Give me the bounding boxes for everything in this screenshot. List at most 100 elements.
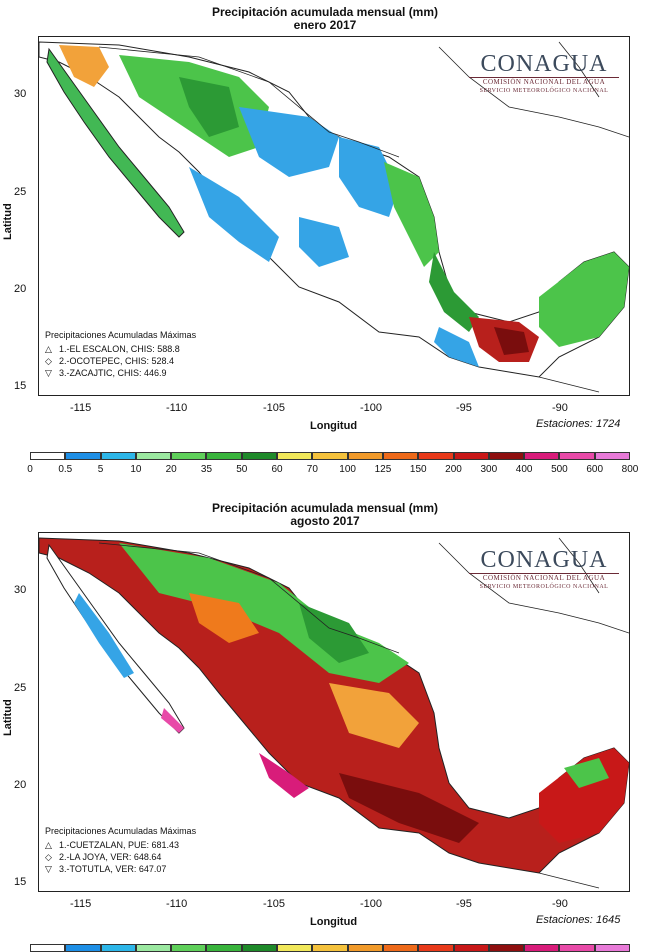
triangle-up-icon: △ <box>45 344 52 354</box>
rain-area-pacific-magenta <box>259 753 309 798</box>
legend-tick-label: 0 <box>27 464 33 475</box>
x-axis-title: Longitud <box>310 420 358 432</box>
map-frame: CONAGUA COMISIÓN NACIONAL DEL AGUA SERVI… <box>38 532 630 892</box>
central-america-line <box>538 872 600 889</box>
y-tick: 25 <box>14 682 27 694</box>
triangle-down-icon: ▽ <box>45 368 52 378</box>
legend-swatch <box>453 452 489 460</box>
x-tick: -105 <box>263 402 286 414</box>
max-row-text: 3.-TOTUTLA, VER: 647.07 <box>59 864 167 874</box>
us-border-line <box>98 46 400 158</box>
legend-swatch <box>382 452 419 460</box>
stations-label: Estaciones: <box>536 914 593 926</box>
legend-tick-label: 100 <box>339 464 356 475</box>
rain-area-central-blue <box>299 217 349 267</box>
legend-tick-label: 10 <box>130 464 142 475</box>
logo-name: CONAGUA <box>480 547 608 573</box>
legend-swatch <box>277 452 313 460</box>
max-row-text: 3.-ZACAJTIC, CHIS: 446.9 <box>59 368 167 378</box>
logo-line2: SERVICIO METEOROLÓGICO NACIONAL <box>479 88 609 94</box>
rain-area-baja-south <box>161 708 184 733</box>
max-header: Precipitaciones Acumuladas Máximas <box>45 330 197 340</box>
conagua-logo: CONAGUA COMISIÓN NACIONAL DEL AGUA SERVI… <box>469 51 619 95</box>
max-row: △ 1.-CUETZALAN, PUE: 681.43 <box>45 839 196 851</box>
map-subtitle-text: enero 2017 <box>293 18 357 32</box>
us-border-line <box>98 542 400 654</box>
y-tick: 15 <box>14 876 27 888</box>
legend-swatch <box>65 944 101 952</box>
x-tick: -90 <box>552 898 568 910</box>
max-row-text: 2.-LA JOYA, VER: 648.64 <box>59 852 162 862</box>
legend-tick-label: 5 <box>97 464 104 475</box>
max-header: Precipitaciones Acumuladas Máximas <box>45 826 197 836</box>
legend-swatch <box>171 944 207 952</box>
florida-line <box>558 41 600 98</box>
rain-area-gulf <box>429 252 479 332</box>
rain-area-baja-blue <box>74 593 134 678</box>
legend-swatch <box>312 452 348 460</box>
map-title-text: Precipitación acumulada mensual (mm) <box>211 5 439 19</box>
precipitation-map-august <box>39 537 629 889</box>
legend-swatch <box>524 944 560 952</box>
legend-tick-label: 50 <box>236 464 248 475</box>
legend-swatch <box>100 452 136 460</box>
legend-swatch <box>241 944 278 952</box>
rain-area-northwest <box>59 45 109 87</box>
legend-swatch <box>488 944 525 952</box>
legend-tick-label: 800 <box>621 464 639 475</box>
legend-tick-label: 0.5 <box>58 464 73 475</box>
rain-area-coast-blue <box>434 327 479 367</box>
legend-swatch <box>488 452 525 460</box>
legend-tick-label: 70 <box>306 464 318 475</box>
stations-value: 1724 <box>595 418 621 430</box>
legend-swatch <box>559 452 595 460</box>
rain-area-yucatan-green <box>564 758 609 788</box>
legend-swatch <box>100 944 136 952</box>
legend-tick-label: 125 <box>374 464 392 475</box>
stations-count: Estaciones: 1724 <box>536 418 620 430</box>
legend-swatch <box>453 944 489 952</box>
legend-swatch <box>65 452 101 460</box>
legend-swatch <box>135 452 172 460</box>
legend-swatch <box>524 452 560 460</box>
color-legend <box>30 944 630 952</box>
legend-swatch <box>171 452 207 460</box>
max-row: ◇ 2.-LA JOYA, VER: 648.64 <box>45 851 196 863</box>
legend-tick-label: 400 <box>515 464 533 475</box>
y-axis-title: Latitud <box>2 699 14 736</box>
legend-swatch <box>206 452 242 460</box>
x-tick: -115 <box>70 898 92 910</box>
triangle-down-icon: ▽ <box>45 864 52 874</box>
x-tick: -100 <box>360 402 383 414</box>
y-tick: 20 <box>14 779 27 791</box>
triangle-up-icon: △ <box>45 840 52 850</box>
x-tick: -110 <box>166 402 188 414</box>
legend-tick-label: 200 <box>445 464 462 475</box>
x-axis-title: Longitud <box>310 916 358 928</box>
legend-swatch <box>347 944 383 952</box>
map-title: Precipitación acumulada mensual (mm) ago… <box>0 502 650 528</box>
stations-count: Estaciones: 1645 <box>536 914 620 926</box>
color-legend: 0 0.5 5 10 20 35 50 60 70 100 125 150 200 300 400 500 60… <box>27 452 638 478</box>
x-tick: -90 <box>552 402 568 414</box>
diamond-icon: ◇ <box>45 852 52 862</box>
rain-area-chiapas-core <box>494 327 529 355</box>
max-row-text: 2.-OCOTEPEC, CHIS: 528.4 <box>59 356 175 366</box>
logo-name: CONAGUA <box>480 51 608 77</box>
diamond-icon: ◇ <box>45 356 52 366</box>
legend-swatch <box>30 944 66 952</box>
rain-area-south-dark <box>339 773 479 843</box>
legend-swatch <box>277 944 313 952</box>
precipitation-map-january <box>39 41 629 393</box>
legend-tick-label: 600 <box>586 464 604 475</box>
logo-line1: COMISIÓN NACIONAL DEL AGUA <box>469 77 619 87</box>
map-title: Precipitación acumulada mensual (mm) ene… <box>0 6 650 32</box>
max-precipitation-box: Precipitaciones Acumuladas Máximas △ 1.-E… <box>45 329 196 379</box>
rain-area-tamaulipas <box>384 162 439 267</box>
max-row: △ 1.-EL ESCALON, CHIS: 588.8 <box>45 343 196 355</box>
legend-swatch <box>418 452 454 460</box>
stations-label: Estaciones: <box>536 418 593 430</box>
rain-area-coahuila <box>339 137 399 217</box>
legend-swatch <box>594 452 630 460</box>
x-tick: -115 <box>70 402 92 414</box>
